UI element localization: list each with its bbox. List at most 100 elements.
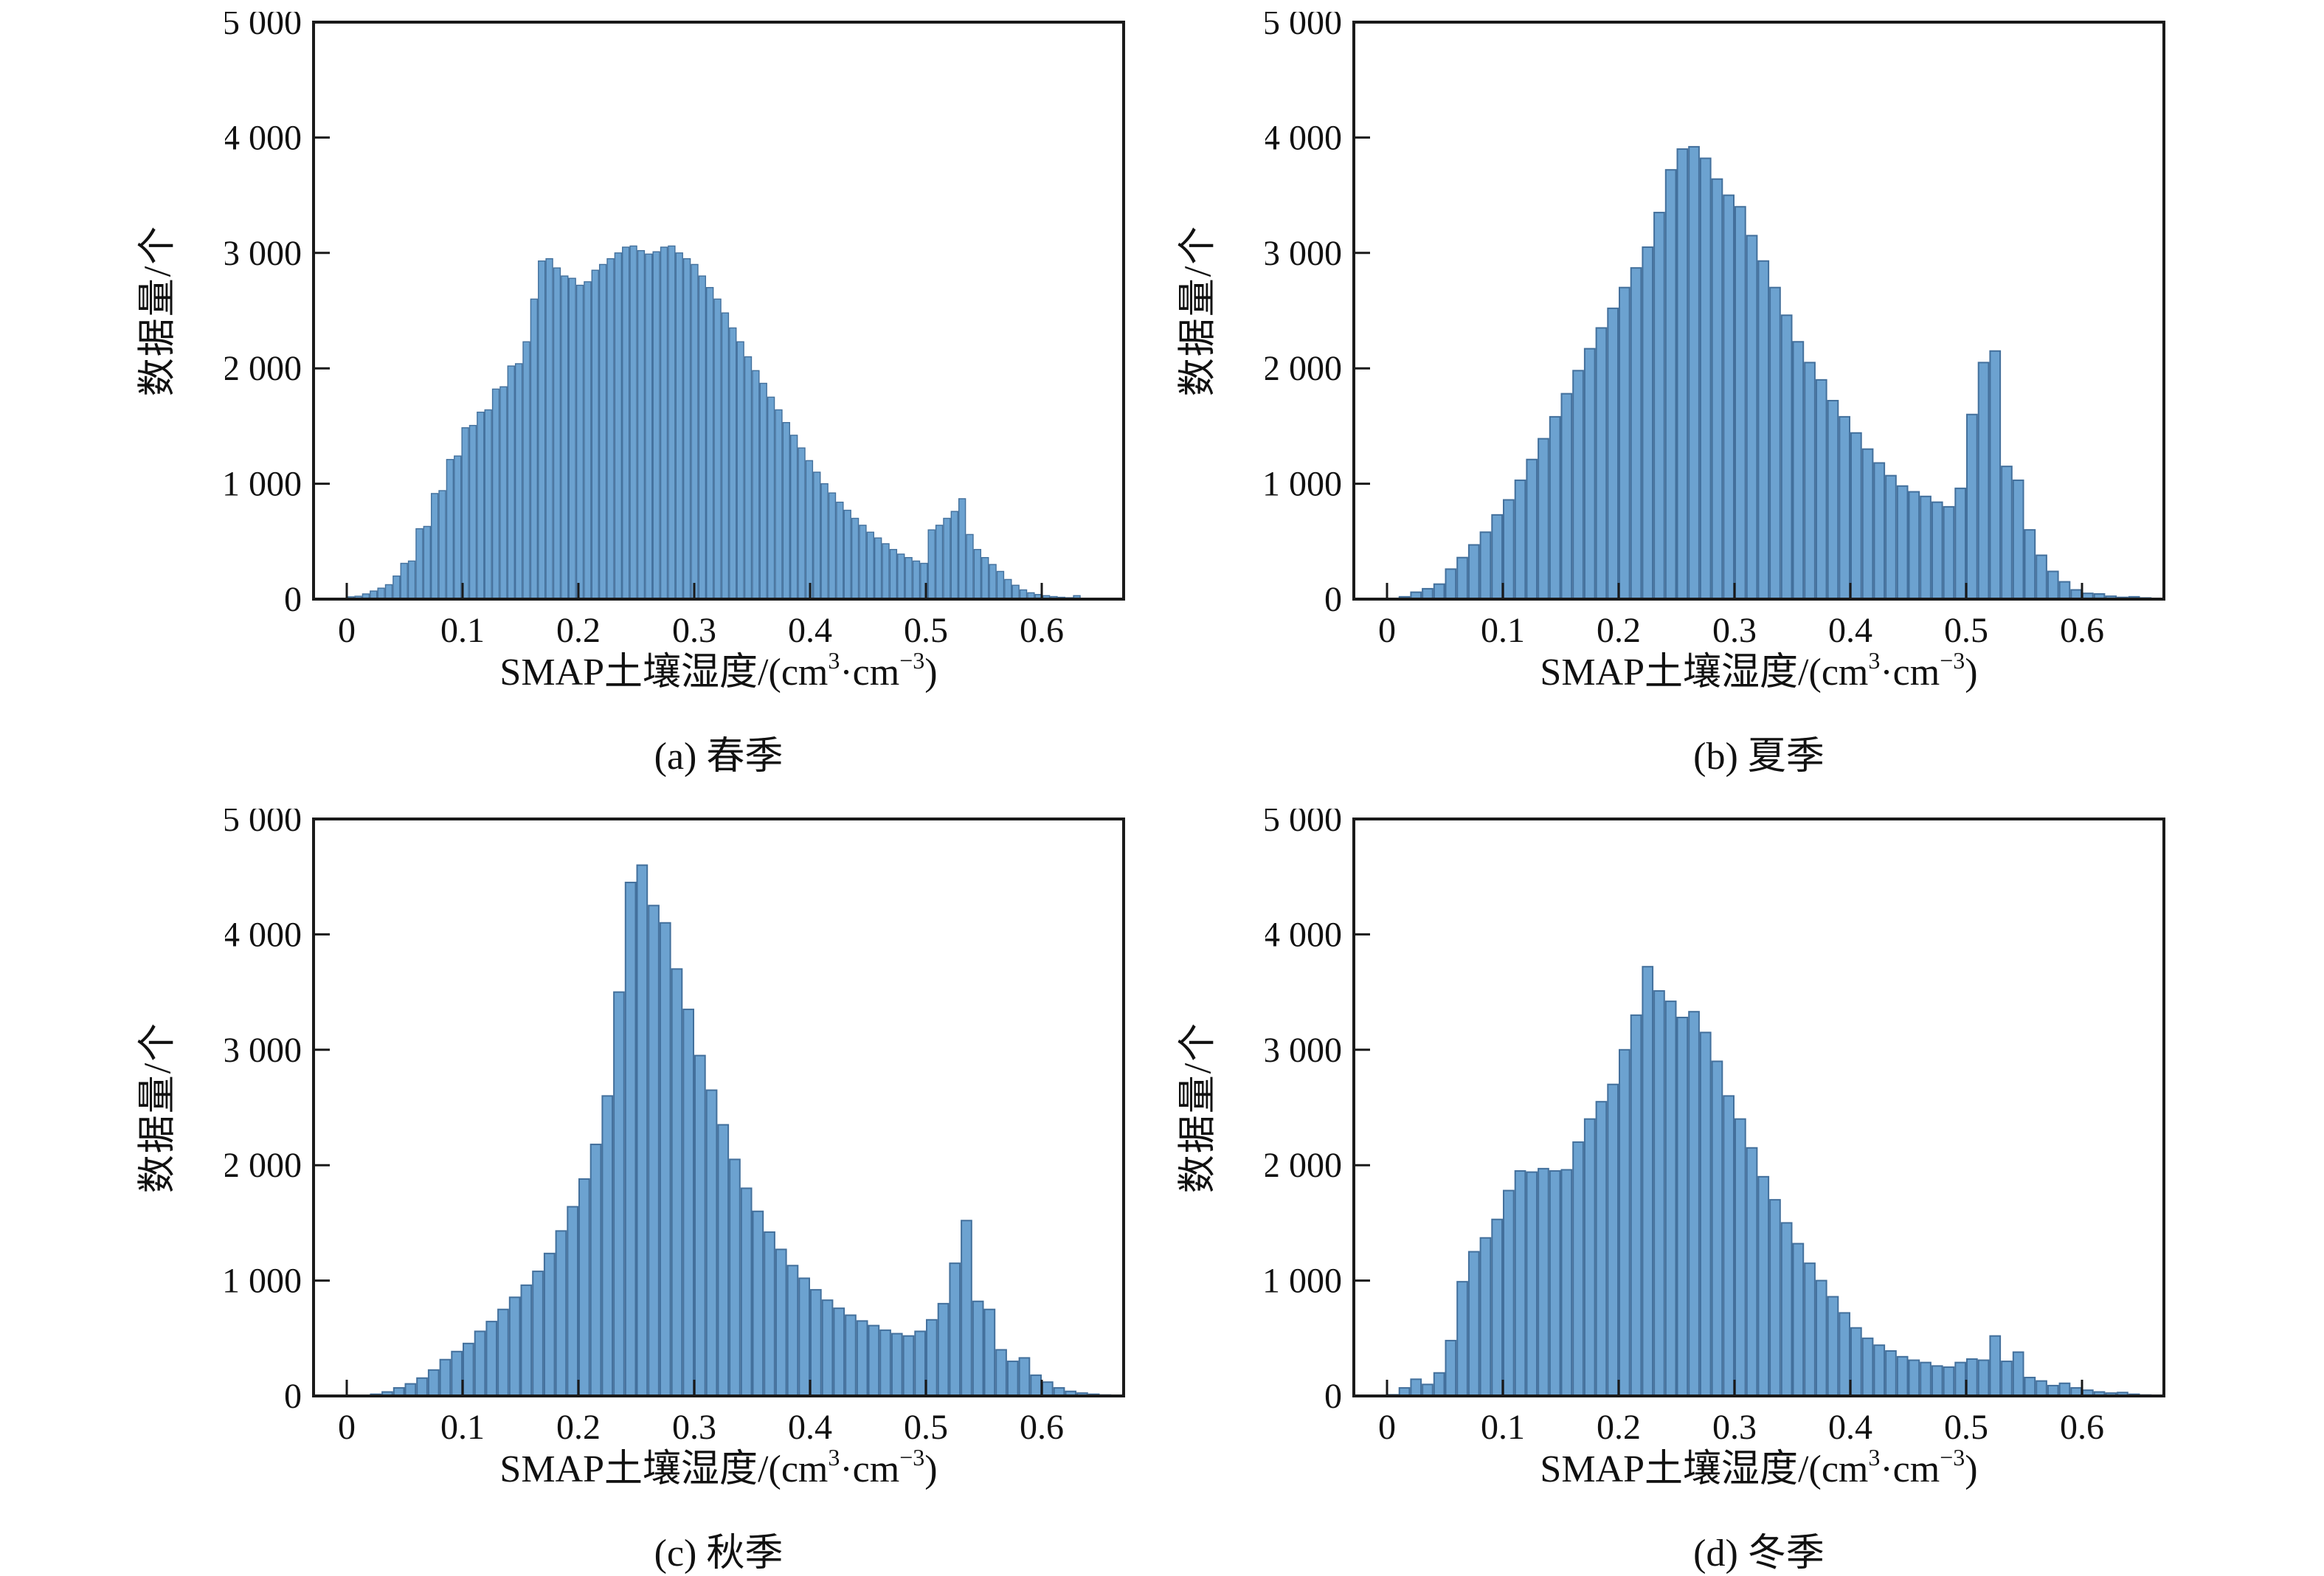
histogram-bar: [1850, 432, 1862, 601]
histogram-bar: [1746, 235, 1758, 600]
histogram-bar: [1607, 1083, 1619, 1397]
histogram-bar: [415, 528, 423, 600]
histogram-bar: [1410, 1378, 1422, 1397]
x-tick-label: 0.2: [1597, 1408, 1641, 1447]
histogram-bar: [845, 1314, 857, 1397]
plot-box: [312, 818, 1125, 1397]
histogram-bar: [1479, 531, 1492, 600]
y-tick-label: 2 000: [1265, 349, 1342, 388]
histogram-bar: [2058, 581, 2071, 600]
x-tick-label: 0: [338, 611, 356, 650]
histogram-bar: [775, 1248, 787, 1397]
histogram-bar: [1619, 286, 1630, 600]
histogram-plot-winter: 0 1 000 2 000 3 000 4 000 5 000 0 0.1 0.2 0.3 0.4 0…: [1265, 809, 2165, 1447]
histogram-bar: [1792, 341, 1805, 600]
histogram-bar: [1583, 1118, 1596, 1397]
histogram-bar: [1723, 1095, 1735, 1397]
histogram-bar: [1630, 1014, 1642, 1397]
histogram-bar: [622, 246, 630, 600]
histogram-bar: [392, 576, 401, 600]
histogram-bar: [1664, 1000, 1677, 1397]
histogram-bar: [1445, 568, 1457, 601]
histogram-bar: [927, 529, 936, 600]
histogram-bar: [1769, 286, 1781, 600]
histogram-bar: [1688, 145, 1700, 601]
x-tick-label: 0.5: [904, 611, 948, 650]
x-tick-label: 0.1: [1481, 1408, 1525, 1447]
histogram-bar: [1954, 487, 1966, 600]
histogram-bar: [1467, 544, 1480, 600]
histogram-bar: [545, 258, 553, 600]
histogram-bar: [578, 1178, 590, 1397]
histogram-bar: [713, 298, 722, 600]
histogram-bar: [764, 1231, 775, 1397]
histogram-bar: [377, 587, 385, 600]
histogram-bar: [866, 531, 874, 600]
histogram-bar: [767, 396, 775, 600]
histogram-bar: [1804, 1262, 1816, 1397]
y-tick-label: 5 000: [225, 12, 302, 42]
histogram-plot-summer: 0 1 000 2 000 3 000 4 000 5 000 0 0.1 0.2 0.3 0.4 0…: [1265, 12, 2165, 650]
y-axis-label: 数据量/个: [136, 224, 179, 397]
histogram-bar: [833, 1307, 845, 1397]
histogram-bar: [1839, 415, 1850, 601]
histogram-bar: [1653, 990, 1665, 1397]
x-tick-label: 0.2: [556, 611, 601, 650]
histogram-bar: [1676, 1017, 1689, 1397]
histogram-bar: [514, 363, 523, 600]
histogram-bar: [995, 1349, 1007, 1397]
panel-winter: 0 1 000 2 000 3 000 4 000 5 000 0 0.1 0.2 0.3 0.4 0…: [1177, 809, 2165, 1575]
histogram-bar: [836, 501, 844, 600]
histogram-bar: [1977, 362, 1990, 600]
histogram-bar: [461, 427, 469, 600]
histogram-bar: [740, 1187, 753, 1397]
plot-box: [1352, 21, 2165, 601]
histogram-bar: [1560, 393, 1573, 600]
histogram-bar: [790, 435, 798, 600]
histogram-bar: [2047, 570, 2059, 601]
histogram-bar: [601, 1095, 614, 1397]
histogram-bar: [1538, 1167, 1549, 1397]
x-tick-label: 0.6: [1020, 611, 1064, 650]
histogram-bar: [1815, 1279, 1827, 1397]
histogram-bar: [1642, 246, 1654, 600]
histogram-bar: [1549, 415, 1561, 601]
histogram-bar: [736, 341, 744, 600]
histogram-bar: [744, 356, 753, 600]
x-tick-label: 0.1: [440, 611, 485, 650]
histogram-bar: [2001, 1361, 2013, 1397]
plot-box: [312, 21, 1125, 601]
x-axis-label: SMAP土壤湿度/(cm3·cm−3): [499, 647, 938, 694]
histogram-bar: [1943, 1366, 1955, 1397]
histogram-bar: [555, 1230, 567, 1397]
histogram-bar: [499, 386, 508, 600]
histogram-bar: [705, 1089, 718, 1397]
histogram-bar: [561, 275, 569, 600]
histogram-bar: [996, 570, 1005, 600]
histogram-bar: [937, 1302, 950, 1397]
histogram-bar: [1538, 438, 1549, 600]
histogram-bar: [1977, 1359, 1990, 1397]
caption-winter: (d) 冬季: [1693, 1532, 1825, 1575]
histogram-bar: [1503, 499, 1515, 600]
x-axis-label: SMAP土壤湿度/(cm3·cm−3): [1540, 647, 1978, 694]
histogram-bar: [438, 490, 446, 600]
histogram-bar: [2047, 1384, 2059, 1397]
histogram-bar: [1746, 1147, 1758, 1397]
y-tick-label: 5 000: [1265, 809, 1342, 839]
histogram-bar: [843, 509, 851, 600]
histogram-bar: [1780, 314, 1793, 600]
histogram-bar: [508, 1296, 521, 1397]
histogram-bar: [856, 1320, 868, 1397]
histogram-bar: [1943, 505, 1955, 601]
y-tick-label: 3 000: [225, 1031, 302, 1070]
histogram-bar: [1526, 458, 1538, 601]
histogram-bar: [648, 905, 660, 1397]
histogram-bar: [1931, 1365, 1943, 1397]
histogram-bar: [2024, 1376, 2036, 1397]
histogram-bar: [810, 1289, 822, 1397]
histogram-bar: [905, 557, 913, 600]
y-tick-label: 1 000: [225, 465, 302, 504]
histogram-bar: [981, 557, 989, 600]
histogram-bar: [1676, 148, 1689, 601]
